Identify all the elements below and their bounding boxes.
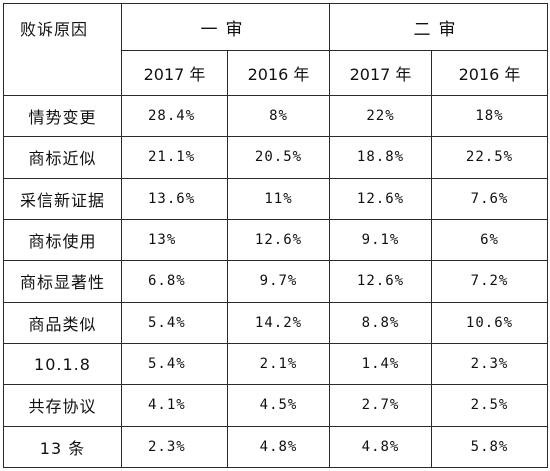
- value-cell: 18%: [431, 94, 548, 138]
- value-cell: 2.1%: [227, 342, 330, 386]
- value-cell: 13%: [121, 218, 228, 262]
- value-cell: 13.6%: [121, 177, 228, 220]
- reason-cell: 情势变更: [3, 94, 122, 138]
- value-cell: 6%: [431, 218, 548, 262]
- reason-cell: 商标使用: [3, 218, 122, 262]
- value-cell: 2.7%: [329, 384, 432, 427]
- value-cell: 20.5%: [227, 136, 330, 179]
- value-cell: 28.4%: [121, 94, 228, 138]
- value-cell: 14.2%: [227, 301, 330, 344]
- group-header-row: 败诉原因 一审 二审: [3, 3, 548, 96]
- value-cell: 1.4%: [329, 342, 432, 386]
- table-row: 情势变更 28.4% 8% 22% 18%: [3, 94, 548, 138]
- value-cell: 2.5%: [431, 384, 548, 427]
- reason-cell: 商标近似: [3, 136, 122, 179]
- corner-header-cell: 败诉原因: [3, 3, 122, 96]
- value-cell: 8%: [227, 94, 330, 138]
- table-row: 共存协议 4.1% 4.5% 2.7% 2.5%: [3, 384, 548, 427]
- value-cell: 8.8%: [329, 301, 432, 344]
- group-header-first-instance: 一审: [121, 3, 330, 51]
- table-row: 13 条 2.3% 4.8% 4.8% 5.8%: [3, 425, 548, 469]
- value-cell: 10.6%: [431, 301, 548, 344]
- reason-cell: 13 条: [3, 425, 122, 469]
- table-row: 10.1.8 5.4% 2.1% 1.4% 2.3%: [3, 342, 548, 386]
- value-cell: 18.8%: [329, 136, 432, 179]
- year-header: 2016 年: [227, 50, 330, 96]
- value-cell: 9.1%: [329, 218, 432, 262]
- value-cell: 5.8%: [431, 425, 548, 469]
- value-cell: 5.4%: [121, 301, 228, 344]
- value-cell: 22%: [329, 94, 432, 138]
- table-row: 采信新证据 13.6% 11% 12.6% 7.6%: [3, 177, 548, 220]
- year-header: 2016 年: [431, 50, 548, 96]
- group-header-second-instance: 二审: [329, 3, 548, 51]
- reason-cell: 商品类似: [3, 301, 122, 344]
- value-cell: 12.6%: [227, 218, 330, 262]
- table-row: 商品类似 5.4% 14.2% 8.8% 10.6%: [3, 301, 548, 344]
- value-cell: 5.4%: [121, 342, 228, 386]
- table-row: 商标显著性 6.8% 9.7% 12.6% 7.2%: [3, 260, 548, 303]
- table-row: 商标使用 13% 12.6% 9.1% 6%: [3, 218, 548, 262]
- reason-cell: 采信新证据: [3, 177, 122, 220]
- value-cell: 12.6%: [329, 260, 432, 303]
- value-cell: 4.5%: [227, 384, 330, 427]
- value-cell: 6.8%: [121, 260, 228, 303]
- value-cell: 22.5%: [431, 136, 548, 179]
- reason-cell: 共存协议: [3, 384, 122, 427]
- year-header-row: 2017 年 2016 年 2017 年 2016 年: [4, 50, 548, 96]
- value-cell: 2.3%: [121, 425, 228, 469]
- value-cell: 7.2%: [431, 260, 548, 303]
- year-header: 2017 年: [329, 50, 432, 96]
- value-cell: 2.3%: [431, 342, 548, 386]
- value-cell: 4.8%: [329, 425, 432, 469]
- reason-cell: 商标显著性: [3, 260, 122, 303]
- table-row: 商标近似 21.1% 20.5% 18.8% 22.5%: [3, 136, 548, 179]
- value-cell: 4.8%: [227, 425, 330, 469]
- value-cell: 21.1%: [121, 136, 228, 179]
- appeal-failure-reasons-table: 败诉原因 一审 二审 2017 年 2016 年 2017 年 2016 年 情…: [3, 3, 548, 469]
- value-cell: 12.6%: [329, 177, 432, 220]
- year-header: 2017 年: [121, 50, 228, 96]
- value-cell: 11%: [227, 177, 330, 220]
- value-cell: 4.1%: [121, 384, 228, 427]
- value-cell: 9.7%: [227, 260, 330, 303]
- reason-cell: 10.1.8: [3, 342, 122, 386]
- value-cell: 7.6%: [431, 177, 548, 220]
